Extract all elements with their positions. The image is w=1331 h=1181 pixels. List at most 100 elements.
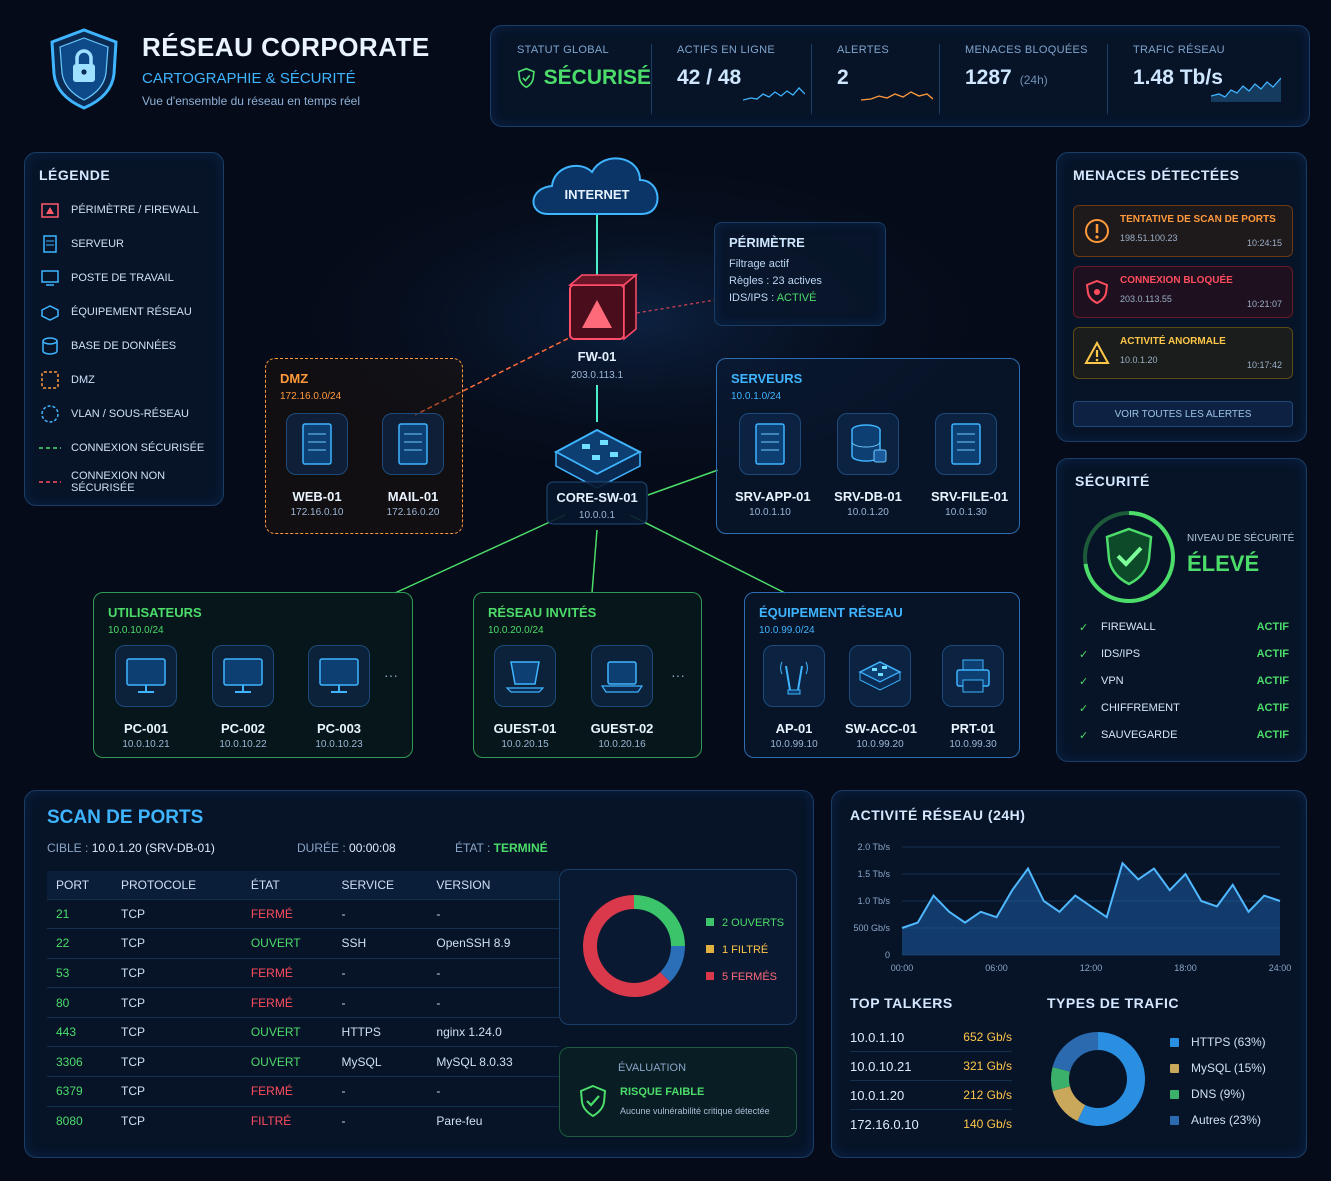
y-tick-label: 2.0 Tb/s [858,842,891,852]
device-ip: 10.0.1.30 [945,507,987,518]
protocol-cell: TCP [112,928,242,959]
device-srv-db-01[interactable]: SRV-DB-01 10.0.1.20 [833,413,903,518]
zone-title: SERVEURS [731,371,803,386]
device-ip: 10.0.20.15 [501,739,549,750]
view-all-alerts-button[interactable]: VOIR TOUTES LES ALERTES [1073,401,1293,427]
col-service[interactable]: SERVICE [332,871,428,899]
zone-users[interactable]: UTILISATEURS 10.0.10.0/24 PC-001 10.0.10… [93,592,413,758]
port-status-chart: 2 OUVERTS 1 FILTRÉ 5 FERMÉS [559,869,797,1025]
device-web-01[interactable]: WEB-01 172.16.0.10 [282,413,352,518]
scan-state: ÉTAT : TERMINÉ [455,841,548,855]
device-mail-01[interactable]: MAIL-01 172.16.0.20 [378,413,448,518]
version-cell: - [427,987,559,1018]
database-icon [837,413,899,475]
device-prt-01[interactable]: PRT-01 10.0.99.30 [938,645,1008,750]
device-ip: 10.0.1.10 [749,507,791,518]
perimeter-title: PÉRIMÈTRE [729,235,805,250]
legend-item-label: ÉQUIPEMENT RÉSEAU [71,306,192,318]
perimeter-ids-value: ACTIVÉ [776,292,817,304]
table-row[interactable]: 8080 TCP FILTRÉ - Pare-feu [47,1105,559,1136]
legend-item-label: VLAN / SOUS-RÉSEAU [71,408,189,420]
security-title: SÉCURITÉ [1075,473,1150,489]
donut-slice-3 [1052,1032,1099,1073]
col-version[interactable]: VERSION [427,871,559,899]
device-ap-01[interactable]: AP-01 10.0.99.10 [759,645,829,750]
donut-slice-2 [1051,1067,1071,1091]
port-cell: 21 [47,898,112,929]
top-talker-row[interactable]: 10.0.1.10 652 Gb/s [850,1023,1012,1052]
zone-guests[interactable]: RÉSEAU INVITÉS 10.0.20.0/24 GUEST-01 10.… [473,592,702,758]
col-port[interactable]: PORT [47,871,112,899]
service-cell: SSH [332,928,428,959]
check-icon: ✓ [1079,622,1089,634]
security-item-name: CHIFFREMENT [1101,702,1180,714]
network-activity-panel: ACTIVITÉ RÉSEAU (24H) 0 500 Gb/s 1.0 Tb/s 1… [831,790,1307,1158]
firewall-icon[interactable] [567,273,639,341]
table-row[interactable]: 21 TCP FERMÉ - - [47,898,559,929]
threat-item[interactable]: ACTIVITÉ ANORMALE 10.0.1.20 10:17:42 [1073,327,1293,379]
top-talker-row[interactable]: 172.16.0.10 140 Gb/s [850,1110,1012,1139]
device-srv-app-01[interactable]: SRV-APP-01 10.0.1.10 [735,413,811,518]
core-switch-icon[interactable] [553,428,643,489]
device-guest-02[interactable]: GUEST-02 10.0.20.16 [587,645,657,750]
traffic-type-label: HTTPS (63%) [1191,1035,1266,1049]
threat-item[interactable]: TENTATIVE DE SCAN DE PORTS 198.51.100.23… [1073,205,1293,257]
device-pc-003[interactable]: PC-003 10.0.10.23 [304,645,374,750]
protocol-cell: TCP [112,1105,242,1136]
check-icon: ✓ [1079,730,1089,742]
ports-table: PORT PROTOCOLE ÉTAT SERVICE VERSION 21 TC… [47,871,559,1136]
col-state[interactable]: ÉTAT [241,871,333,899]
device-pc-001[interactable]: PC-001 10.0.10.21 [111,645,181,750]
table-row[interactable]: 6379 TCP FERMÉ - - [47,1076,559,1107]
col-protocol[interactable]: PROTOCOLE [112,871,242,899]
protocol-cell: TCP [112,957,242,988]
network-equipment-icon [39,301,61,323]
device-ip: 10.0.10.21 [122,739,170,750]
table-row[interactable]: 3306 TCP OUVERT MySQL MySQL 8.0.33 [47,1046,559,1077]
legend-open: 2 OUVERTS [722,917,785,929]
legend-item: DMZ [39,363,209,397]
legend-item: VLAN / SOUS-RÉSEAU [39,397,209,431]
shield-lock-icon [50,28,118,110]
device-ip: 10.0.99.30 [949,739,997,750]
version-cell: OpenSSH 8.9 [427,928,559,959]
device-name: PC-002 [220,721,266,736]
server-icon [935,413,997,475]
top-talker-row[interactable]: 10.0.1.20 212 Gb/s [850,1081,1012,1110]
top-talker-row[interactable]: 10.0.10.21 321 Gb/s [850,1052,1012,1081]
more-devices-indicator[interactable]: ··· [384,667,398,683]
zone-subnet: 10.0.20.0/24 [488,625,544,636]
version-cell: nginx 1.24.0 [427,1016,559,1047]
table-row[interactable]: 80 TCP FERMÉ - - [47,987,559,1018]
table-row[interactable]: 53 TCP FERMÉ - - [47,957,559,988]
device-srv-file-01[interactable]: SRV-FILE-01 10.0.1.30 [931,413,1008,518]
link-core-guests [591,529,598,594]
threats-panel: MENACES DÉTECTÉES TENTATIVE DE SCAN DE P… [1056,152,1307,442]
threat-time: 10:24:15 [1246,238,1282,248]
perimeter-ids-label: IDS/IPS : [729,292,777,304]
device-name: AP-01 [775,721,813,736]
cloud-icon [532,157,659,215]
talker-value: 321 Gb/s [963,1059,1012,1073]
more-devices-indicator[interactable]: ··· [671,667,685,683]
activity-area-chart: 0 500 Gb/s 1.0 Tb/s 1.5 Tb/s 2.0 Tb/s 00:00 06… [853,842,1291,973]
protocol-cell: TCP [112,987,242,1018]
port-status-legend: 2 OUVERTS 1 FILTRÉ 5 FERMÉS [706,910,784,991]
legend-item-label: SERVEUR [71,238,124,250]
zone-network-equipment[interactable]: ÉQUIPEMENT RÉSEAU 10.0.99.0/24 AP-01 10.… [744,592,1020,758]
table-row[interactable]: 443 TCP OUVERT HTTPS nginx 1.24.0 [47,1016,559,1047]
threat-item[interactable]: CONNEXION BLOQUÉE 203.0.113.55 10:21:07 [1073,266,1293,318]
shield-check-icon [517,67,535,89]
device-guest-01[interactable]: GUEST-01 10.0.20.15 [490,645,560,750]
zone-dmz[interactable]: DMZ 172.16.0.0/24 WEB-01 172.16.0.10 MAI… [265,358,463,534]
port-cell: 443 [47,1016,112,1047]
device-name: SRV-APP-01 [735,489,811,504]
security-item-name: VPN [1101,675,1124,687]
security-item-status: ACTIF [1256,702,1289,714]
threat-ip: 198.51.100.23 [1120,233,1178,243]
table-row[interactable]: 22 TCP OUVERT SSH OpenSSH 8.9 [47,928,559,959]
device-sw-acc-01[interactable]: SW-ACC-01 10.0.99.20 [845,645,917,750]
threat-time: 10:17:42 [1246,360,1282,370]
device-pc-002[interactable]: PC-002 10.0.10.22 [208,645,278,750]
zone-servers[interactable]: SERVEURS 10.0.1.0/24 SRV-APP-01 10.0.1.1… [716,358,1020,534]
